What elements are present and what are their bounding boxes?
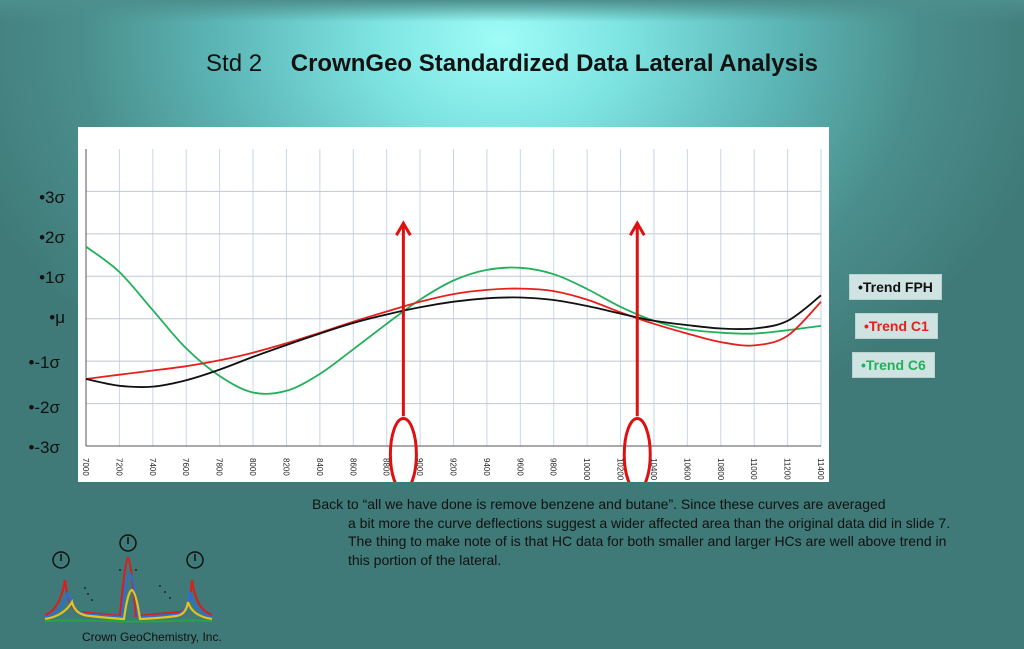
legend-trend-c6: •Trend C6 [852,352,935,378]
caption-first-line: Back to “all we have done is remove benz… [312,496,886,512]
x-tick-label-9000: 9000 [415,458,424,476]
x-tick-label-7000: 7000 [81,458,90,476]
series-line-c6 [85,245,822,395]
title-prefix: Std 2 [206,50,263,77]
x-tick-label-9200: 9200 [449,458,458,476]
y-tick-label-m2: •-2σ [28,398,60,417]
x-tick-label-8000: 8000 [248,458,257,476]
x-tick-label-8600: 8600 [348,458,357,476]
x-tick-label-7200: 7200 [114,458,123,476]
legend-trend-c1: •Trend C1 [855,313,938,339]
x-tick-label-11400: 11400 [816,458,825,480]
x-tick-label-10200: 10200 [616,458,625,481]
x-tick-label-11200: 11200 [783,458,792,480]
x-tick-label-10400: 10400 [649,458,658,481]
logo-gauge-center-icon [119,534,137,552]
x-tick-label-9800: 9800 [549,458,558,476]
x-tick-label-7400: 7400 [148,458,157,476]
caption-rest: a bit more the curve deflections suggest… [348,514,951,568]
plot-panel: 7000 7200 7400 7600 7800 8000 8200 8400 8600 8800… [78,127,829,482]
x-tick-label-8800: 8800 [382,458,391,476]
series-line-c1 [85,287,822,380]
title-main: CrownGeo Standardized Data Lateral Analy… [290,50,818,77]
x-tick-label-10000: 10000 [582,458,591,481]
y-tick-label-2: •2σ [39,228,65,247]
series-line-fph [85,294,822,388]
x-tick-label-8400: 8400 [315,458,324,476]
logo-peaks-icon [44,556,213,623]
crown-geochemistry-logo [44,534,213,623]
x-tick-label-10800: 10800 [716,458,725,481]
annotation-ellipse-1 [388,416,418,482]
x-tick-label-7800: 7800 [215,458,224,476]
annotation-arrowhead-2 [628,220,646,237]
slide-title: Std 2 CrownGeo Standardized Data Lateral… [0,50,1024,78]
x-tick-label-9600: 9600 [515,458,524,476]
x-tick-label-8200: 8200 [281,458,290,476]
legend-trend-fph: •Trend FPH [849,274,942,300]
logo-dots-icon [84,569,171,601]
y-tick-label-0: •μ [49,308,65,327]
slide-caption: Back to “all we have done is remove benz… [312,495,952,569]
annotation-arrowhead-0 [395,220,412,237]
x-tick-label-10600: 10600 [682,458,691,481]
annotation-ellipse-3 [622,416,652,482]
y-tick-label-m3: •-3σ [28,438,60,457]
lateral-trend-chart: 7000 7200 7400 7600 7800 8000 8200 8400 8600 8800… [81,149,825,482]
logo-gauge-left-icon [52,551,70,569]
x-tick-label-7600: 7600 [181,458,190,476]
company-name: Crown GeoChemistry, Inc. [82,630,222,644]
y-tick-label-m1: •-1σ [28,353,60,372]
x-tick-label-9400: 9400 [482,458,491,476]
logo-gauge-right-icon [186,551,204,569]
top-band [0,0,1024,22]
y-tick-label-3: •3σ [39,188,65,207]
y-tick-label-1: •1σ [39,268,65,287]
x-tick-label-11000: 11000 [749,458,758,480]
